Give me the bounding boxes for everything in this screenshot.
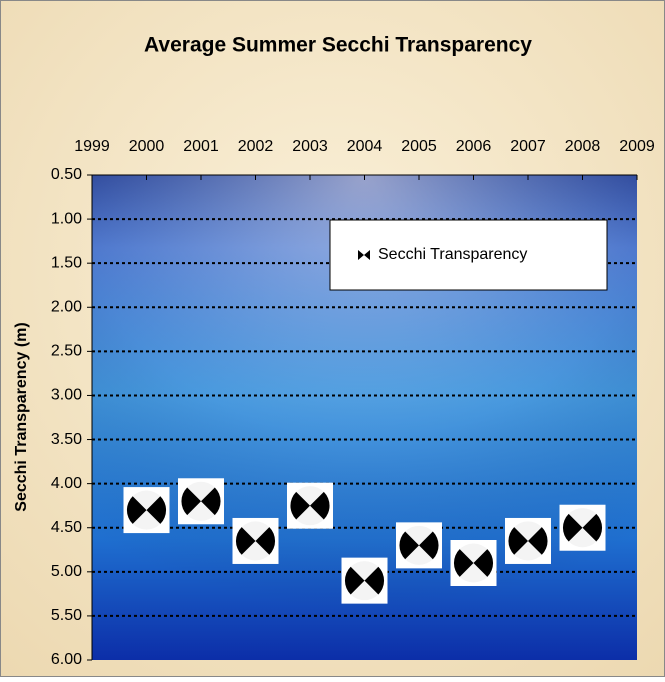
y-tick-label: 2.00 [51,298,82,315]
marker-wedge [399,531,439,560]
marker-wedge [453,549,494,577]
data-point [559,504,606,551]
x-tick-label: 2004 [347,138,383,155]
x-tick-label: 2008 [565,138,601,155]
marker-wedge [562,513,603,542]
marker-wedge [508,527,548,555]
legend-marker [358,250,370,260]
data-point [232,517,279,564]
y-tick-label: 3.00 [51,387,82,404]
y-tick-label: 4.50 [51,519,82,536]
y-tick-label: 2.50 [51,343,82,360]
x-tick-label: 2001 [183,138,219,155]
x-tick-label: 2002 [238,138,274,155]
legend: Secchi Transparency [329,219,608,291]
legend-label: Secchi Transparency [378,246,527,263]
data-point [396,522,442,569]
x-tick-label: 2007 [510,138,546,155]
chart-title: Average Summer Secchi Transparency [144,34,532,57]
marker-wedge [344,566,385,595]
marker-wedge [235,527,276,555]
y-tick-label: 6.00 [51,651,82,668]
x-tick-label: 2009 [619,138,655,155]
y-tick-label: 0.50 [51,166,82,183]
marker-wedge [181,487,221,516]
x-tick-label: 2003 [292,138,328,155]
x-tick-label: 2006 [456,138,492,155]
data-point [505,517,551,564]
x-tick-label: 2005 [401,138,437,155]
marker-wedge [126,496,167,524]
y-axis-label: Secchi Transparency (m) [13,322,30,511]
data-point [287,482,333,529]
legend-wedge [358,250,370,260]
y-tick-label: 4.00 [51,475,82,492]
y-tick-label: 3.50 [51,431,82,448]
marker-wedge [290,491,330,520]
x-tick-label: 1999 [74,138,110,155]
data-point [178,478,224,525]
y-tick-label: 1.00 [51,210,82,227]
y-tick-label: 1.50 [51,254,82,271]
data-point [123,487,170,534]
x-tick-label: 2000 [129,138,165,155]
data-point [341,557,388,604]
y-tick-label: 5.50 [51,607,82,624]
legend-box [329,219,608,291]
data-point [450,540,497,586]
y-tick-label: 5.00 [51,563,82,580]
